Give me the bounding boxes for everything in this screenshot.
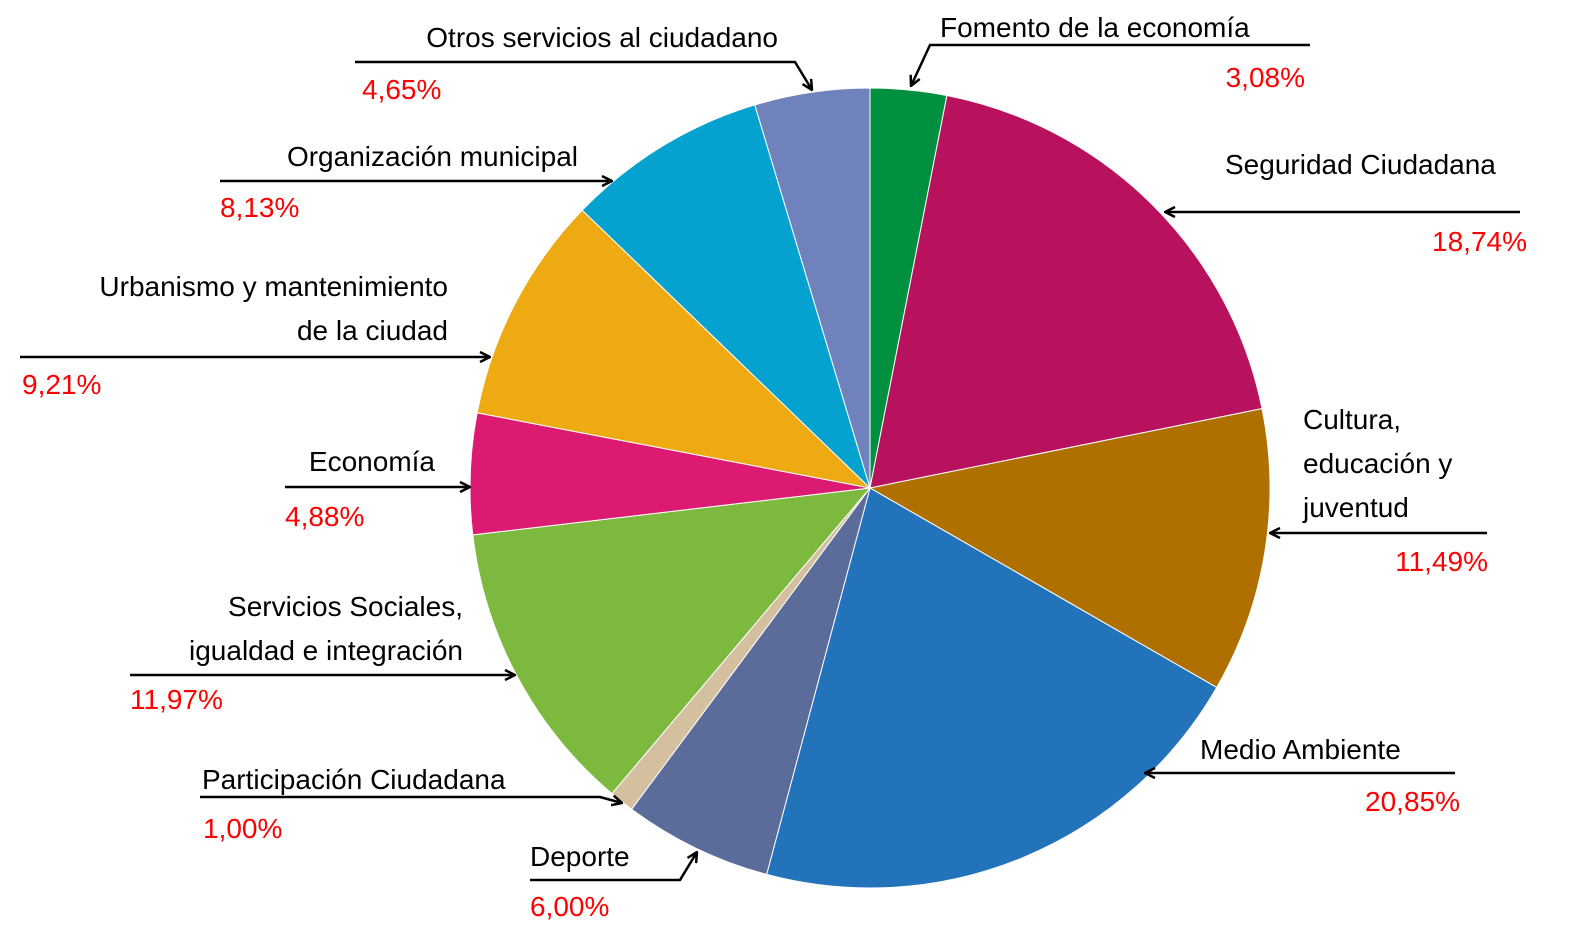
category-label: Medio Ambiente — [1200, 734, 1401, 765]
category-label: Otros servicios al ciudadano — [426, 22, 778, 53]
value-label: 20,85% — [1365, 786, 1460, 817]
value-label: 11,49% — [1395, 546, 1488, 577]
category-label: Urbanismo y mantenimiento de la ciudad — [99, 271, 448, 346]
category-label: Fomento de la economía — [940, 12, 1250, 43]
category-label: Seguridad Ciudadana — [1225, 149, 1496, 180]
value-label: 18,74% — [1432, 226, 1527, 257]
value-label: 3,08% — [1225, 62, 1305, 93]
pie-slice — [868, 408, 1271, 689]
leader-line — [200, 797, 622, 803]
leader-line — [355, 60, 812, 90]
category-label: Cultura, educación y juventud — [1303, 404, 1453, 523]
category-label: Organización municipal — [286, 141, 578, 172]
pie-slice — [476, 209, 872, 489]
value-label: 8,13% — [220, 192, 300, 223]
leader-line — [911, 43, 1310, 86]
value-label: 4,88% — [285, 501, 365, 532]
value-label: 1,00% — [203, 813, 283, 844]
category-label: Deporte — [530, 841, 630, 872]
value-label: 11,97% — [130, 684, 223, 715]
category-label: Servicios Sociales, igualdad e integraci… — [189, 591, 463, 666]
pie-slice — [630, 487, 871, 876]
pie-slice — [472, 487, 872, 795]
pie-slice — [869, 94, 1263, 489]
category-label: Participación Ciudadana — [202, 764, 506, 795]
leader-line — [530, 852, 697, 882]
value-label: 4,65% — [362, 74, 442, 105]
category-label: Economía — [308, 446, 435, 477]
value-label: 9,21% — [22, 369, 102, 400]
pie-slice — [581, 104, 872, 490]
pie-slice — [766, 487, 1218, 889]
value-label: 6,00% — [530, 891, 610, 922]
